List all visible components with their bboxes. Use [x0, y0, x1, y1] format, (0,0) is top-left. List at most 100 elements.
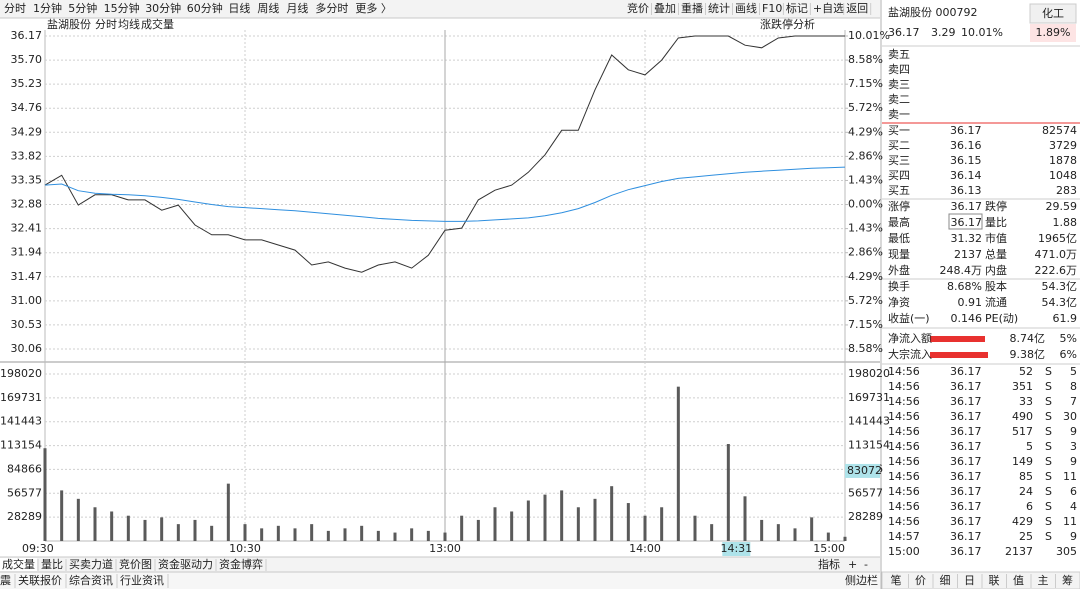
- period-tab[interactable]: 60分钟: [187, 1, 223, 15]
- y2-tick-label: 2.86%: [848, 149, 883, 162]
- trade-count: 305: [1056, 545, 1077, 558]
- flow-bar: [930, 352, 988, 358]
- trade-time: 14:56: [888, 470, 920, 483]
- indicator-control[interactable]: +: [848, 558, 857, 571]
- quote-tab[interactable]: 笔: [891, 573, 902, 587]
- stat-value: 248.4万: [940, 264, 983, 277]
- y2-tick-label: 8.58%: [848, 53, 883, 66]
- sector-button[interactable]: 化工: [1042, 6, 1064, 20]
- bottom-tab[interactable]: 行业资讯: [120, 574, 164, 587]
- volume-bar: [676, 386, 680, 541]
- x-tick-label: 09:30: [22, 542, 54, 555]
- indicator-control[interactable]: 指标: [818, 557, 840, 571]
- tool-button[interactable]: 标记: [786, 1, 808, 15]
- period-tab[interactable]: 30分钟: [145, 1, 181, 15]
- ask-label: 卖五: [888, 48, 910, 61]
- sector-pct: 1.89%: [1036, 26, 1071, 39]
- trade-volume: 149: [1012, 455, 1033, 468]
- quote-tab[interactable]: 联: [989, 574, 1000, 587]
- sector-pct-box: [1030, 24, 1076, 42]
- trade-volume: 429: [1012, 515, 1033, 528]
- trade-volume: 351: [1012, 380, 1033, 393]
- period-tab[interactable]: 多分时: [315, 1, 348, 15]
- active-tab: [0, 558, 37, 571]
- volume-bar: [593, 498, 597, 541]
- stat-value: 0.146: [951, 312, 983, 325]
- indicator-tab[interactable]: 资金驱动力: [158, 557, 213, 571]
- bottom-tab[interactable]: 震: [0, 574, 11, 587]
- indicator-tab[interactable]: 买卖力道: [69, 557, 113, 571]
- tool-button[interactable]: 竞价: [627, 1, 649, 15]
- trade-volume: 2137: [1005, 545, 1033, 558]
- tool-button[interactable]: 返回: [846, 2, 868, 15]
- period-tab[interactable]: 日线: [228, 1, 250, 15]
- y2-tick-label: 2.86%: [848, 246, 883, 259]
- tool-button[interactable]: +自选: [813, 2, 844, 15]
- cursor-label: 14:31: [720, 542, 752, 555]
- quote-tab[interactable]: 值: [1013, 574, 1024, 587]
- period-tab[interactable]: 15分钟: [104, 1, 140, 15]
- y2-tick-label: 141443: [848, 415, 890, 428]
- tool-button[interactable]: F10: [762, 2, 782, 15]
- quote-tab[interactable]: 日: [964, 574, 975, 587]
- trade-time: 14:56: [888, 380, 920, 393]
- ask-label: 卖二: [888, 93, 910, 106]
- period-tab[interactable]: 5分钟: [68, 1, 97, 15]
- volume-bar: [426, 530, 430, 541]
- period-tab[interactable]: 1分钟: [33, 1, 62, 15]
- indicator-tab[interactable]: 成交量: [2, 557, 35, 571]
- stat-value: 61.9: [1053, 312, 1078, 325]
- volume-bar: [160, 517, 164, 541]
- trade-side: S: [1045, 365, 1052, 378]
- quote-tab[interactable]: 细: [940, 574, 951, 587]
- y2-tick-label: 7.15%: [848, 77, 883, 90]
- ask-label: 卖三: [888, 78, 910, 91]
- trade-count: 9: [1070, 425, 1077, 438]
- y2-tick-label: 8.58%: [848, 342, 883, 355]
- tool-button[interactable]: 重播: [681, 1, 703, 15]
- period-tab[interactable]: 周线: [257, 1, 279, 15]
- volume-bar: [543, 494, 547, 541]
- indicator-control[interactable]: -: [864, 558, 868, 571]
- y-tick-label: 34.29: [11, 125, 43, 138]
- trade-count: 11: [1063, 470, 1077, 483]
- period-tab[interactable]: 分时: [4, 2, 26, 15]
- flow-pct: 5%: [1060, 332, 1077, 345]
- bottom-tab[interactable]: 关联报价: [18, 573, 62, 587]
- volume-bar: [810, 517, 814, 541]
- tool-button[interactable]: 统计: [708, 2, 730, 15]
- trade-price: 36.17: [950, 470, 982, 483]
- volume-bar: [343, 528, 347, 541]
- stat-label: 量比: [985, 216, 1007, 229]
- stat-label: 最高: [888, 215, 910, 229]
- tool-button[interactable]: 画线: [735, 1, 757, 15]
- stat-value: 54.3亿: [1042, 296, 1078, 309]
- y2-tick-label: 198020: [848, 367, 890, 380]
- quote-tab[interactable]: 价: [915, 574, 926, 587]
- tool-button[interactable]: 叠加: [654, 2, 676, 15]
- analysis-button[interactable]: 涨跌停分析: [760, 17, 815, 31]
- volume-bar: [526, 500, 530, 541]
- stat-label: 最低: [888, 232, 910, 245]
- volume-bar: [93, 507, 97, 541]
- indicator-tab[interactable]: 资金博弈: [219, 557, 263, 571]
- y-tick-label: 33.35: [11, 173, 43, 186]
- cursor-box: [845, 463, 880, 478]
- quote-tab[interactable]: 筹: [1062, 573, 1073, 587]
- indicator-tab[interactable]: 竞价图: [119, 557, 152, 571]
- volume-bar: [143, 519, 147, 541]
- y-tick-label: 84866: [7, 462, 42, 475]
- sidebar-button[interactable]: 侧边栏: [845, 573, 878, 587]
- indicator-tab[interactable]: 量比: [41, 558, 63, 571]
- trade-side: S: [1045, 515, 1052, 528]
- volume-bar: [126, 515, 130, 541]
- volume-bar: [643, 515, 647, 541]
- period-tab[interactable]: 月线: [286, 1, 308, 15]
- price-line: [44, 35, 845, 273]
- period-tab[interactable]: 更多 〉: [355, 1, 392, 15]
- sector-box[interactable]: [1029, 3, 1077, 24]
- change-pct: 10.01%: [961, 26, 1003, 39]
- bottom-tab[interactable]: 综合资讯: [69, 573, 113, 587]
- quote-tab[interactable]: 主: [1038, 574, 1049, 587]
- stat-value: 1965亿: [1038, 232, 1077, 245]
